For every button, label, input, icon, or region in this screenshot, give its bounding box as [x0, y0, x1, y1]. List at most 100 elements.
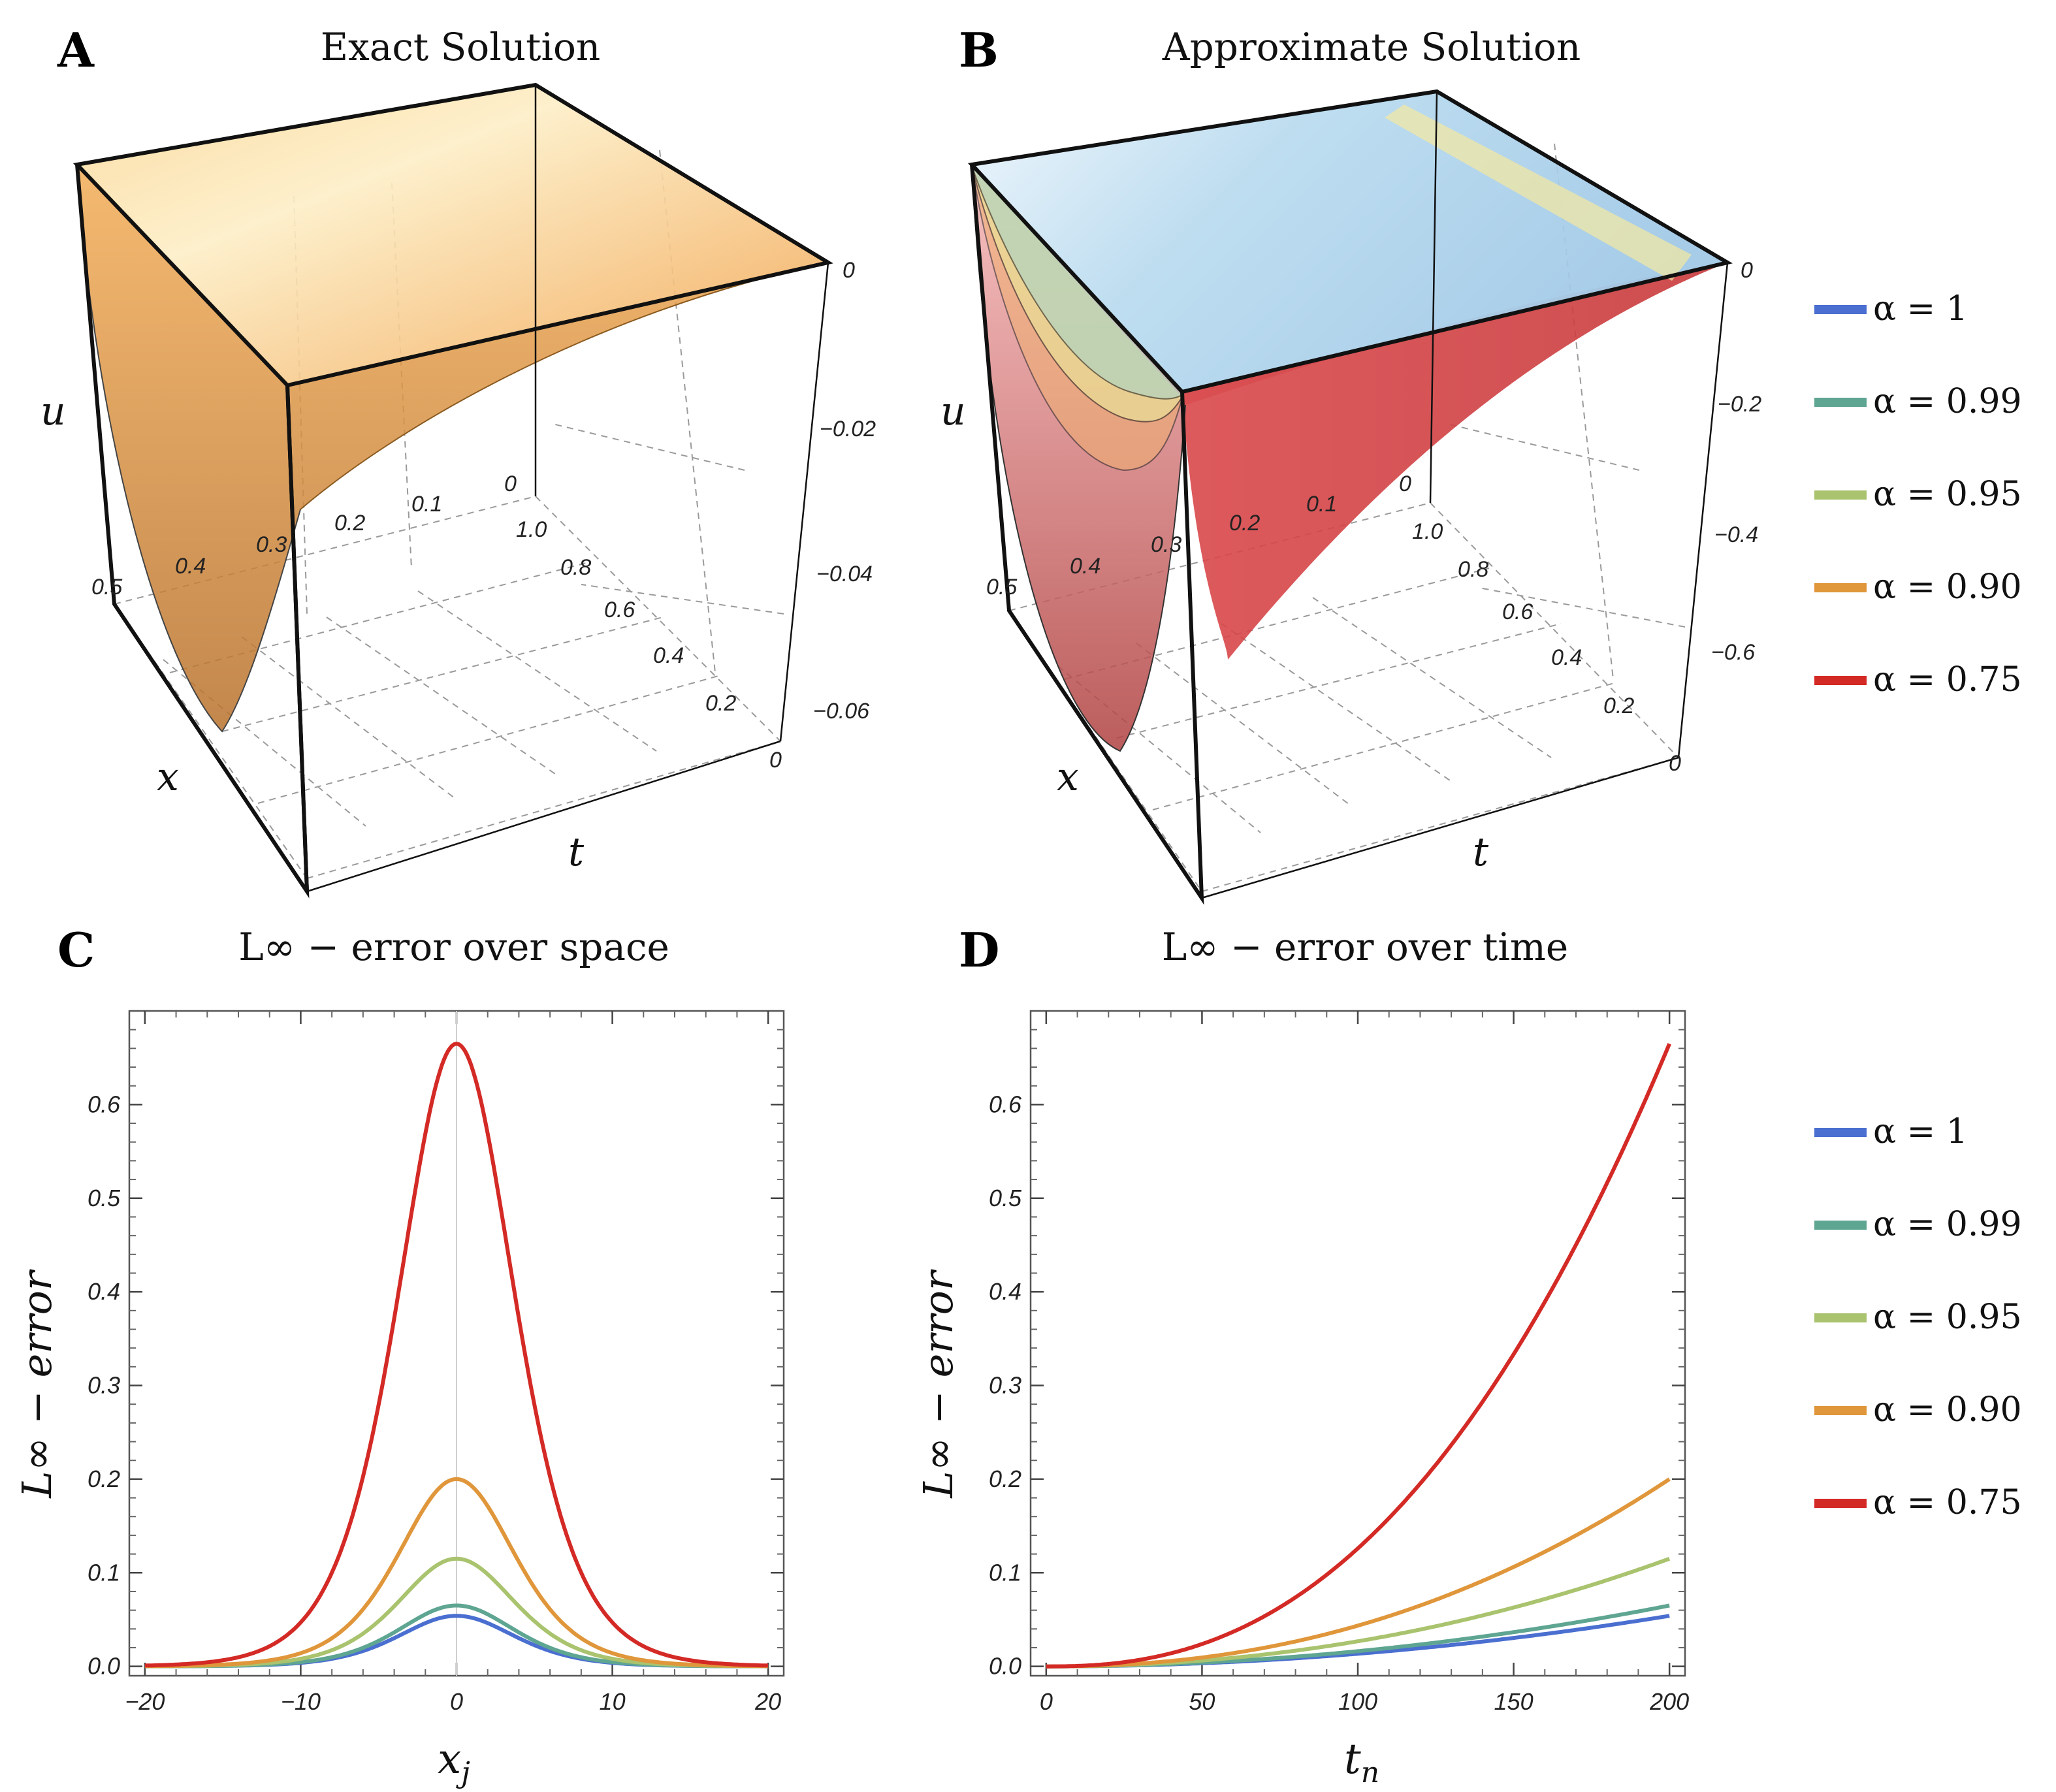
surface-plot-a: u x t 0.5 0.4 0.3 0.2 0.1 0 0 0.2 0.4 0.… — [40, 82, 876, 899]
t-tick: 0.4 — [653, 643, 684, 668]
y-tick-label: 0.3 — [88, 1372, 120, 1399]
u-tick: −0.04 — [816, 562, 873, 586]
legend-bottom: α = 1 α = 0.99 α = 0.95 α = 0.90 α = 0.75 — [1814, 1112, 2022, 1522]
x-tick: 0.4 — [175, 554, 206, 579]
panel-title-d: L∞ − error over time — [1162, 925, 1569, 969]
panel-title-c: L∞ − error over space — [238, 925, 669, 969]
panel-a: A Exact Solution — [40, 22, 876, 899]
panel-letter-d: D — [959, 922, 999, 978]
x-tick-label: 50 — [1189, 1688, 1215, 1715]
approx-surface-alpha-075 — [972, 165, 1727, 751]
box-grid-a — [76, 95, 829, 879]
t-tick: 0.6 — [604, 598, 635, 622]
t-tick: 0.4 — [1551, 645, 1582, 670]
surface-plot-b: u x t 0.5 0.4 0.3 0.2 0.1 0 0 0.2 0.4 0.… — [940, 89, 1761, 905]
t-tick: 0.2 — [1603, 694, 1634, 718]
panel-d: D L∞ − error over time 0 50 100 150 200 0.0 0.… — [914, 922, 1689, 1789]
axis-label-t-a: t — [568, 829, 585, 875]
legend-label: α = 0.90 — [1873, 1390, 2022, 1430]
legend-top: α = 1 α = 0.99 α = 0.95 α = 0.90 α = 0.75 — [1814, 289, 2022, 699]
y-tick-label: 0.5 — [989, 1185, 1022, 1211]
x-tick-label: −20 — [125, 1688, 165, 1715]
x-tick: 0.1 — [1306, 492, 1337, 517]
x-axis-label-c: xj — [438, 1735, 470, 1789]
x-tick: 0 — [504, 472, 517, 496]
axis-label-x-a: x — [157, 754, 179, 800]
t-tick: 0 — [1669, 751, 1681, 776]
legend-label: α = 0.90 — [1873, 568, 2022, 607]
legend-label: α = 1 — [1873, 289, 1968, 328]
legend-label: α = 0.99 — [1873, 382, 2022, 421]
x-ticks-b: 0.5 0.4 0.3 0.2 0.1 0 — [986, 472, 1411, 600]
y-tick-label: 0.1 — [989, 1559, 1021, 1586]
y-tick-label: 0.2 — [88, 1465, 120, 1492]
exact-surface-ridge — [300, 262, 829, 510]
exact-surface-top — [77, 85, 828, 385]
line-chart-d: 0 50 100 150 200 0.0 0.1 0.2 0.3 0.4 0.5 0.6 — [989, 1010, 1689, 1715]
panel-letter-b: B — [959, 22, 999, 78]
panel-letter-a: A — [57, 22, 95, 78]
x-axis-label-d: tn — [1344, 1735, 1379, 1789]
u-tick: −0.2 — [1718, 392, 1761, 417]
y-axis-label-c: L∞ − error — [13, 1269, 61, 1498]
x-tick-label: 10 — [600, 1688, 626, 1715]
series-line — [144, 1042, 769, 1668]
axis-label-u-b: u — [940, 389, 966, 434]
panel-title-a: Exact Solution — [321, 25, 601, 69]
x-tick-label: 200 — [1649, 1688, 1689, 1715]
legend-label: α = 0.95 — [1873, 1298, 2022, 1337]
plot-frame — [1029, 1010, 1686, 1677]
t-tick: 0 — [769, 748, 782, 773]
approx-surface-edge-075 — [971, 164, 1186, 752]
x-tick: 0.3 — [256, 532, 287, 557]
t-ticks-b: 0 0.2 0.4 0.6 0.8 1.0 — [1412, 519, 1681, 776]
box-frame-a-thin — [306, 85, 829, 893]
series-line — [1046, 1603, 1670, 1669]
line-chart-c: −20 −10 0 10 20 0.0 0.1 0.2 0.3 0.4 0.5 0.6 — [88, 1010, 785, 1715]
y-tick-label: 0.4 — [989, 1278, 1021, 1305]
panel-c: C L∞ − error over space −20 −10 0 10 20 0.0 0.… — [13, 922, 785, 1789]
approx-surface-top — [972, 91, 1727, 392]
y-tick-label: 0.4 — [88, 1278, 120, 1305]
series-line — [144, 1477, 769, 1669]
x-tick: 0.5 — [91, 575, 122, 600]
panel-letter-c: C — [57, 922, 95, 978]
y-tick-label: 0.3 — [989, 1372, 1021, 1399]
u-tick: 0 — [843, 258, 855, 283]
t-tick: 0.8 — [560, 555, 591, 580]
x-tick: 0.1 — [411, 492, 442, 517]
y-tick-label: 0.6 — [88, 1091, 121, 1117]
approx-surface-alpha-099 — [971, 166, 1183, 400]
x-tick: 0.5 — [986, 575, 1017, 600]
axis-label-t-b: t — [1473, 829, 1489, 875]
x-ticks-a: 0.5 0.4 0.3 0.2 0.1 0 — [91, 472, 517, 600]
x-tick-label: 100 — [1338, 1688, 1377, 1715]
x-tick-label: 150 — [1494, 1688, 1534, 1715]
t-tick: 1.0 — [516, 517, 547, 542]
y-tick-label: 0.0 — [88, 1653, 120, 1680]
approx-surface-top-edge — [1385, 104, 1692, 281]
approx-surface-alpha-075-side — [1182, 263, 1727, 660]
y-tick-label: 0.1 — [88, 1559, 120, 1586]
y-tick-label: 0.5 — [88, 1185, 121, 1211]
legend-label: α = 0.75 — [1873, 1483, 2022, 1522]
u-tick: 0 — [1741, 258, 1753, 283]
axis-label-u-a: u — [40, 389, 66, 434]
y-tick-label: 0.2 — [989, 1465, 1021, 1492]
x-tick-label: −10 — [281, 1688, 321, 1715]
y-tick-label: 0.0 — [989, 1653, 1021, 1680]
x-tick: 0.2 — [1229, 511, 1260, 536]
x-tick: 0 — [1399, 472, 1411, 496]
series-line — [1046, 1477, 1671, 1669]
u-ticks-b: 0 −0.2 −0.4 −0.6 — [1711, 258, 1761, 665]
legend-label: α = 1 — [1873, 1112, 1968, 1151]
x-tick-label: 0 — [1040, 1688, 1053, 1715]
axis-label-x-b: x — [1057, 754, 1079, 800]
t-tick: 1.0 — [1412, 519, 1443, 544]
x-tick: 0.3 — [1151, 532, 1181, 557]
t-tick: 0.2 — [705, 691, 736, 716]
u-ticks-a: 0 −0.02 −0.04 −0.06 — [813, 258, 876, 724]
u-tick: −0.02 — [820, 417, 876, 441]
t-tick: 0.6 — [1502, 600, 1533, 624]
